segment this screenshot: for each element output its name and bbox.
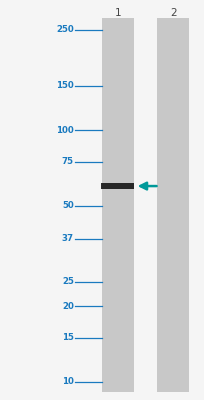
Text: 10: 10 (62, 378, 73, 386)
Text: 100: 100 (56, 126, 73, 135)
Bar (101, 183, 134, 189)
Text: 250: 250 (56, 26, 73, 34)
Text: 150: 150 (56, 81, 73, 90)
Bar (157, 18, 188, 392)
Text: 25: 25 (62, 277, 73, 286)
Text: 50: 50 (62, 202, 73, 210)
Text: 1: 1 (114, 8, 121, 18)
Text: 75: 75 (61, 157, 73, 166)
Text: 2: 2 (169, 8, 176, 18)
Bar (101, 18, 133, 392)
Text: 37: 37 (61, 234, 73, 244)
Text: 20: 20 (62, 302, 73, 311)
Text: 15: 15 (62, 333, 73, 342)
